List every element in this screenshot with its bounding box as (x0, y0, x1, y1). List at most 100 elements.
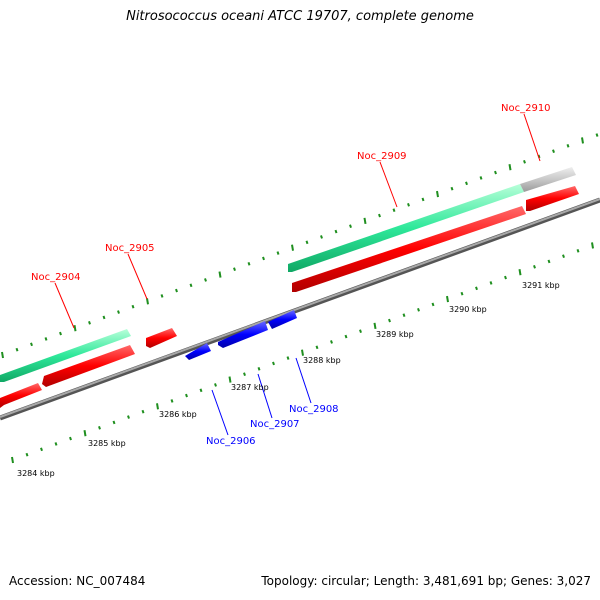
callout-line-noc-2907 (257, 373, 273, 419)
upper-tick (44, 337, 48, 341)
gene-track (0, 167, 576, 382)
upper-tick (378, 213, 381, 218)
lower-tick (446, 295, 449, 303)
upper-tick (363, 217, 367, 225)
lower-tick (460, 291, 464, 296)
lower-tick (518, 269, 522, 276)
lower-tick (243, 372, 246, 376)
lower-tick (315, 345, 319, 350)
scale-label-3284: 3284 kbp (17, 469, 55, 478)
upper-tick (189, 283, 193, 288)
upper-tick (320, 235, 323, 239)
lower-tick (373, 322, 377, 330)
accession-text: Accession: NC_007484 (9, 574, 146, 588)
scale-label-3285: 3285 kbp (88, 439, 126, 448)
lower-tick (301, 349, 304, 356)
cds-arrow-noc-2908[interactable] (268, 310, 297, 329)
lower-tick (199, 388, 203, 393)
gene-label-noc-2906: Noc_2906 (206, 436, 256, 447)
reverse-cds-track (185, 310, 297, 360)
upper-tick-row (1, 133, 599, 359)
lower-tick (127, 415, 130, 419)
cds-arrow-noc-2910[interactable] (526, 186, 579, 211)
upper-tick (450, 186, 454, 191)
lower-tick (214, 383, 217, 387)
upper-tick (305, 240, 309, 245)
lower-tick (344, 334, 348, 339)
gene-label-noc-2908: Noc_2908 (289, 404, 339, 415)
scale-label-3287: 3287 kbp (231, 383, 269, 392)
lower-tick (402, 313, 406, 317)
lower-tick (112, 420, 116, 425)
lower-tick (69, 436, 72, 441)
gene-bar-noc-2909[interactable] (288, 184, 524, 272)
map-title: Nitrosococcus oceani ATCC 19707, complet… (126, 9, 474, 24)
upper-tick (88, 320, 91, 325)
upper-tick (30, 342, 33, 347)
gene-bar-noc-2910[interactable] (520, 167, 576, 192)
lower-tick (359, 329, 362, 334)
upper-tick (595, 133, 599, 137)
scale-label-3291: 3291 kbp (522, 281, 560, 290)
lower-tick (591, 242, 594, 249)
scale-label-3288: 3288 kbp (303, 356, 341, 365)
lower-tick (431, 302, 435, 307)
gene-label-noc-2905: Noc_2905 (105, 243, 155, 254)
genome-backbone (0, 197, 600, 421)
upper-tick (436, 190, 439, 198)
cds-arrow-noc-2909[interactable] (292, 206, 526, 292)
lower-tick (562, 254, 565, 258)
callout-line-noc-2908 (295, 357, 312, 404)
upper-tick (552, 149, 555, 153)
upper-tick (392, 208, 396, 212)
lower-tick (475, 286, 478, 291)
cds-arrow-noc-2905[interactable] (146, 328, 177, 348)
upper-tick (59, 331, 62, 336)
upper-tick (73, 325, 77, 332)
lower-tick (228, 376, 232, 383)
genome-summary-text: Topology: circular; Length: 3,481,691 bp… (261, 574, 591, 588)
gene-label-noc-2904: Noc_2904 (31, 272, 81, 283)
lower-tick (504, 275, 507, 280)
gene-label-noc-2910: Noc_2910 (501, 103, 551, 114)
lower-tick (388, 318, 391, 323)
callout-line-noc-2904 (54, 282, 75, 329)
upper-tick (247, 261, 251, 266)
gene-bar-noc-2904[interactable] (0, 329, 131, 382)
upper-tick (160, 294, 164, 298)
lower-tick (330, 340, 333, 344)
upper-tick (407, 202, 410, 207)
lower-tick (272, 361, 275, 366)
forward-cds-track (0, 186, 579, 408)
upper-tick (581, 137, 584, 144)
lower-tick-row (11, 242, 594, 464)
lower-tick (576, 248, 580, 253)
lower-tick (547, 259, 551, 264)
upper-tick (1, 351, 4, 359)
upper-tick (465, 181, 468, 186)
cds-arrow-noc-2906[interactable] (185, 343, 211, 360)
upper-tick (117, 310, 120, 314)
lower-tick (170, 399, 174, 403)
cds-arrow-noc-2904b[interactable] (42, 345, 135, 387)
upper-tick (233, 267, 236, 271)
lower-tick (257, 366, 261, 371)
lower-tick (40, 447, 43, 452)
callout-line-noc-2905 (127, 253, 148, 300)
callout-line-noc-2909 (379, 161, 398, 208)
upper-tick (175, 288, 178, 293)
lower-tick (156, 403, 159, 410)
lower-tick (98, 425, 101, 430)
upper-tick (276, 251, 280, 255)
cds-arrow-noc-2904a[interactable] (0, 383, 42, 408)
lower-tick (286, 356, 290, 360)
upper-tick (349, 224, 352, 229)
upper-tick (131, 304, 135, 309)
upper-tick (262, 256, 265, 261)
upper-tick (508, 164, 512, 171)
cds-arrow-noc-2907[interactable] (218, 321, 268, 348)
upper-tick (291, 244, 294, 251)
lower-tick (54, 442, 58, 446)
upper-tick (523, 160, 526, 164)
gene-label-noc-2907: Noc_2907 (250, 419, 300, 430)
